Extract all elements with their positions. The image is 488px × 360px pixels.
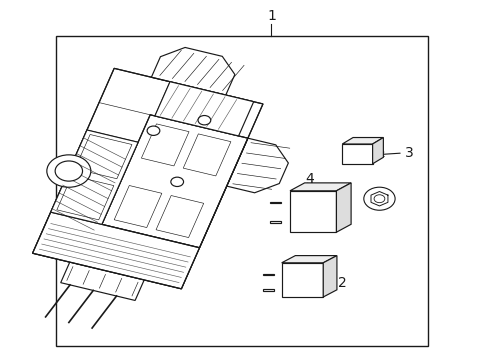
Polygon shape (61, 262, 144, 301)
Polygon shape (336, 183, 350, 232)
Polygon shape (102, 115, 247, 248)
Polygon shape (33, 212, 199, 289)
Polygon shape (151, 48, 234, 95)
Circle shape (198, 116, 210, 125)
Circle shape (55, 161, 82, 181)
Polygon shape (323, 256, 336, 297)
Polygon shape (270, 202, 281, 203)
Polygon shape (226, 138, 288, 193)
Polygon shape (156, 195, 203, 238)
Circle shape (147, 126, 160, 135)
Polygon shape (155, 82, 253, 136)
Polygon shape (114, 185, 162, 228)
Circle shape (47, 155, 91, 187)
Circle shape (170, 177, 183, 186)
Polygon shape (57, 176, 114, 220)
Polygon shape (289, 183, 350, 191)
Text: 1: 1 (266, 9, 275, 23)
Polygon shape (281, 263, 323, 297)
Polygon shape (75, 135, 132, 179)
Polygon shape (183, 134, 230, 176)
Bar (56, 36, 427, 346)
Text: 3: 3 (404, 146, 413, 160)
Polygon shape (263, 274, 273, 275)
Polygon shape (270, 221, 281, 223)
Circle shape (373, 195, 384, 203)
Circle shape (363, 187, 394, 210)
Text: 2: 2 (338, 276, 346, 289)
Polygon shape (33, 68, 263, 289)
Text: 4: 4 (305, 172, 313, 186)
Polygon shape (51, 130, 138, 224)
Polygon shape (372, 138, 383, 164)
Polygon shape (289, 191, 336, 232)
Polygon shape (141, 124, 189, 166)
Polygon shape (263, 289, 273, 291)
Polygon shape (342, 144, 372, 164)
Polygon shape (281, 256, 336, 263)
Polygon shape (342, 138, 383, 144)
